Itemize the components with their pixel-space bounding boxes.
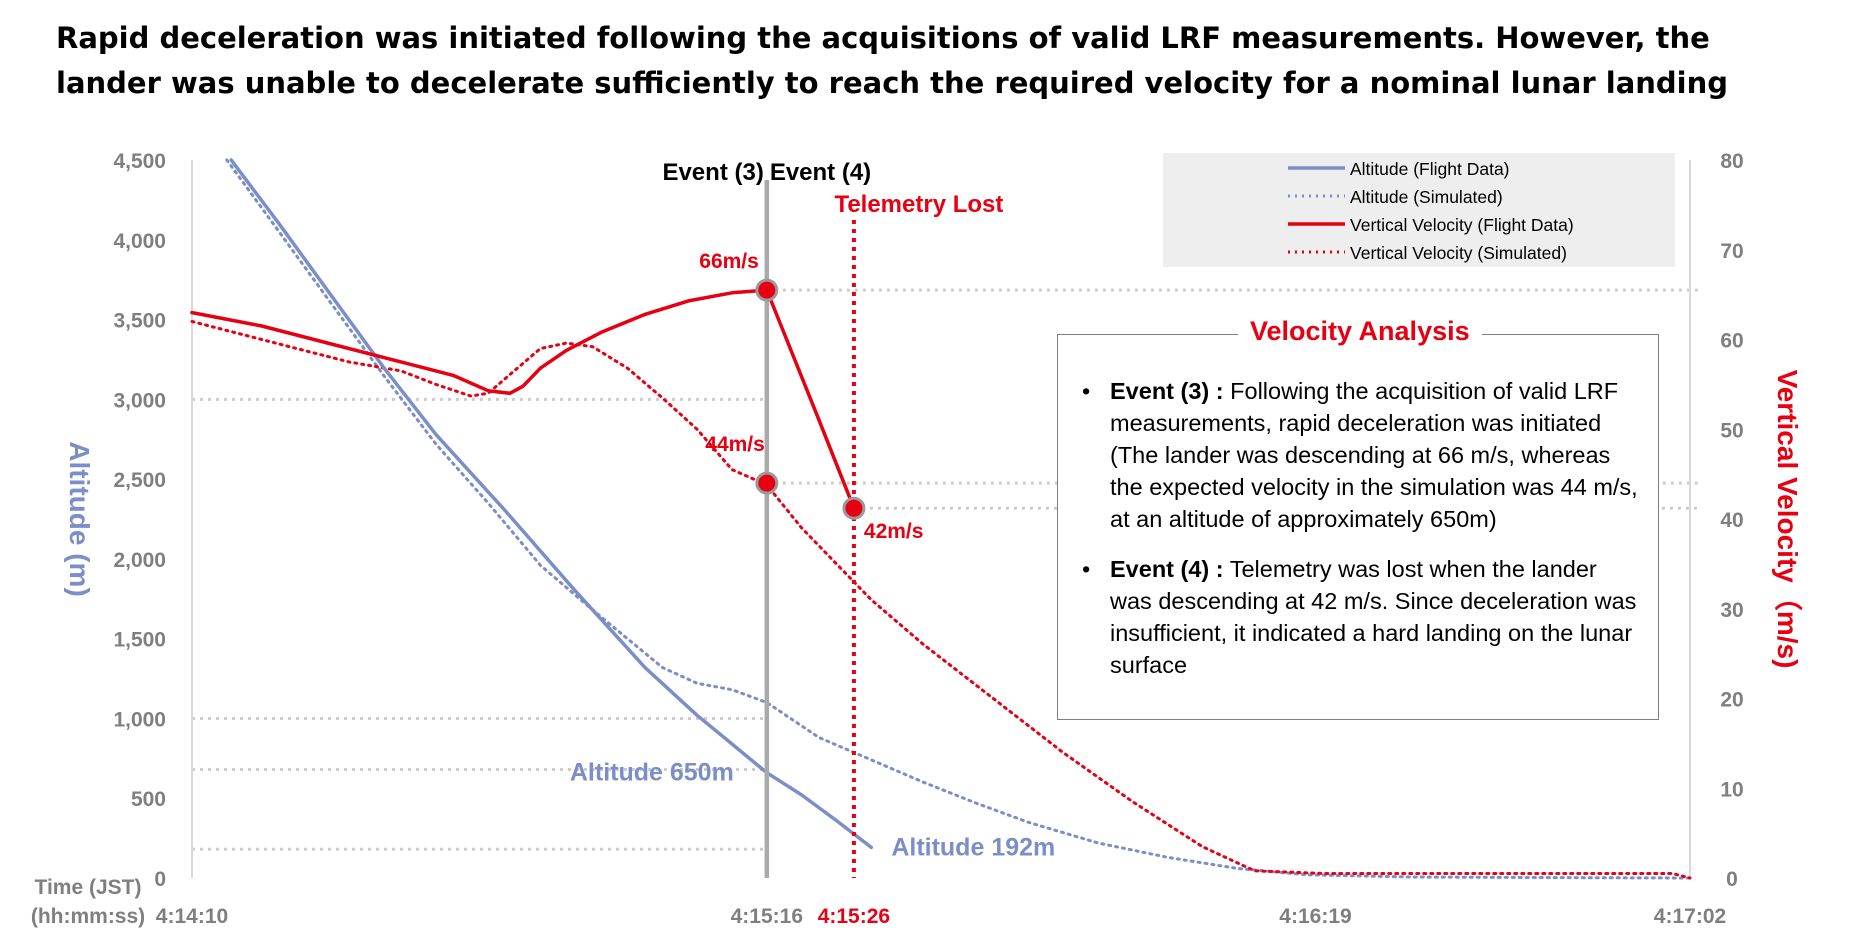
event-4-label: Event (4)	[770, 159, 871, 186]
velocity-tick-label: 60	[1720, 330, 1743, 353]
analysis-item-text: Following the acquisition of valid LRF m…	[1110, 378, 1638, 532]
altitude-192m-label: Altitude 192m	[891, 833, 1055, 861]
velocity-tick-label: 40	[1720, 509, 1743, 532]
altitude-tick-label: 4,500	[113, 150, 166, 173]
velocity-tick-label: 50	[1720, 419, 1743, 442]
velocity-analysis-list: • Event (3) : Following the acquisition …	[1078, 375, 1644, 699]
velocity-marker-label: 42m/s	[864, 520, 924, 543]
velocity-axis-title: Vertical Velocity（m/s)	[1772, 370, 1804, 669]
altitude-tick-label: 1,000	[113, 708, 166, 731]
legend-entry-label: Altitude (Flight Data)	[1350, 159, 1510, 179]
altitude-tick-label: 4,000	[113, 230, 166, 253]
altitude-flight-data-line	[229, 158, 874, 850]
altitude-650m-label: Altitude 650m	[570, 759, 734, 787]
analysis-item-label: Event (4) :	[1110, 556, 1224, 582]
altitude-axis-title: Altitude (m)	[64, 441, 95, 597]
time-axis-label: Time (JST)	[35, 876, 142, 899]
legend-entry-label: Vertical Velocity (Simulated)	[1350, 243, 1567, 263]
telemetry-lost-label: Telemetry Lost	[834, 191, 1003, 218]
velocity-marker	[755, 278, 779, 302]
analysis-item-text: Telemetry was lost when the lander was d…	[1110, 556, 1637, 678]
velocity-analysis-box: Velocity Analysis • Event (3) : Followin…	[1057, 313, 1659, 720]
velocity-tick-label: 70	[1720, 240, 1743, 263]
altitude-tick-label: 1,500	[113, 629, 166, 652]
velocity-tick-label: 80	[1720, 150, 1743, 173]
velocity-tick-label: 20	[1720, 689, 1743, 712]
time-tick-label: 4:17:02	[1654, 905, 1726, 928]
axes: 05001,0001,5002,0002,5003,0003,5004,0004…	[31, 150, 1804, 928]
altitude-tick-label: 3,500	[113, 310, 166, 333]
altitude-tick-label: 2,500	[113, 469, 166, 492]
vertical-velocity-flight-data-line	[190, 288, 856, 510]
altitude-tick-label: 3,000	[113, 389, 166, 412]
velocity-tick-label: 10	[1720, 778, 1743, 801]
velocity-marker-label: 44m/s	[705, 433, 765, 456]
legend-entry-label: Vertical Velocity (Flight Data)	[1350, 215, 1574, 235]
velocity-analysis-title: Velocity Analysis	[1238, 313, 1482, 349]
time-tick-label: 4:14:10	[156, 905, 228, 928]
velocity-marker	[755, 471, 779, 495]
legend-entry-label: Altitude (Simulated)	[1350, 187, 1503, 207]
analysis-item-event-3: • Event (3) : Following the acquisition …	[1078, 375, 1644, 535]
chart-legend: Altitude (Flight Data) Altitude (Simulate…	[1163, 153, 1675, 267]
bullet-icon: •	[1082, 556, 1091, 582]
legend-background	[1163, 153, 1675, 267]
analysis-item-event-4: • Event (4) : Telemetry was lost when th…	[1078, 553, 1644, 681]
altitude-tick-label: 0	[154, 868, 166, 891]
altitude-tick-label: 2,000	[113, 549, 166, 572]
time-axis-unit-label: (hh:mm:ss)	[31, 905, 145, 928]
velocity-marker-label: 66m/s	[699, 250, 759, 273]
velocity-marker	[842, 496, 866, 520]
bullet-icon: •	[1082, 378, 1091, 404]
page-headline: Rapid deceleration was initiated followi…	[56, 21, 1729, 100]
event-3-label: Event (3)	[662, 159, 763, 186]
time-tick-label: 4:15:16	[731, 905, 803, 928]
vertical-velocity-simulated-line	[190, 320, 1692, 880]
analysis-item-label: Event (3) :	[1110, 378, 1224, 404]
altitude-tick-label: 500	[131, 788, 166, 811]
velocity-tick-label: 0	[1726, 868, 1738, 891]
velocity-markers: 66m/s 44m/s 42m/s	[699, 250, 923, 543]
chart-annotations: Altitude 650m Altitude 192m	[570, 759, 1055, 862]
velocity-tick-label: 30	[1720, 599, 1743, 622]
time-tick-label: 4:16:19	[1279, 905, 1351, 928]
time-tick-label: 4:15:26	[818, 905, 890, 928]
